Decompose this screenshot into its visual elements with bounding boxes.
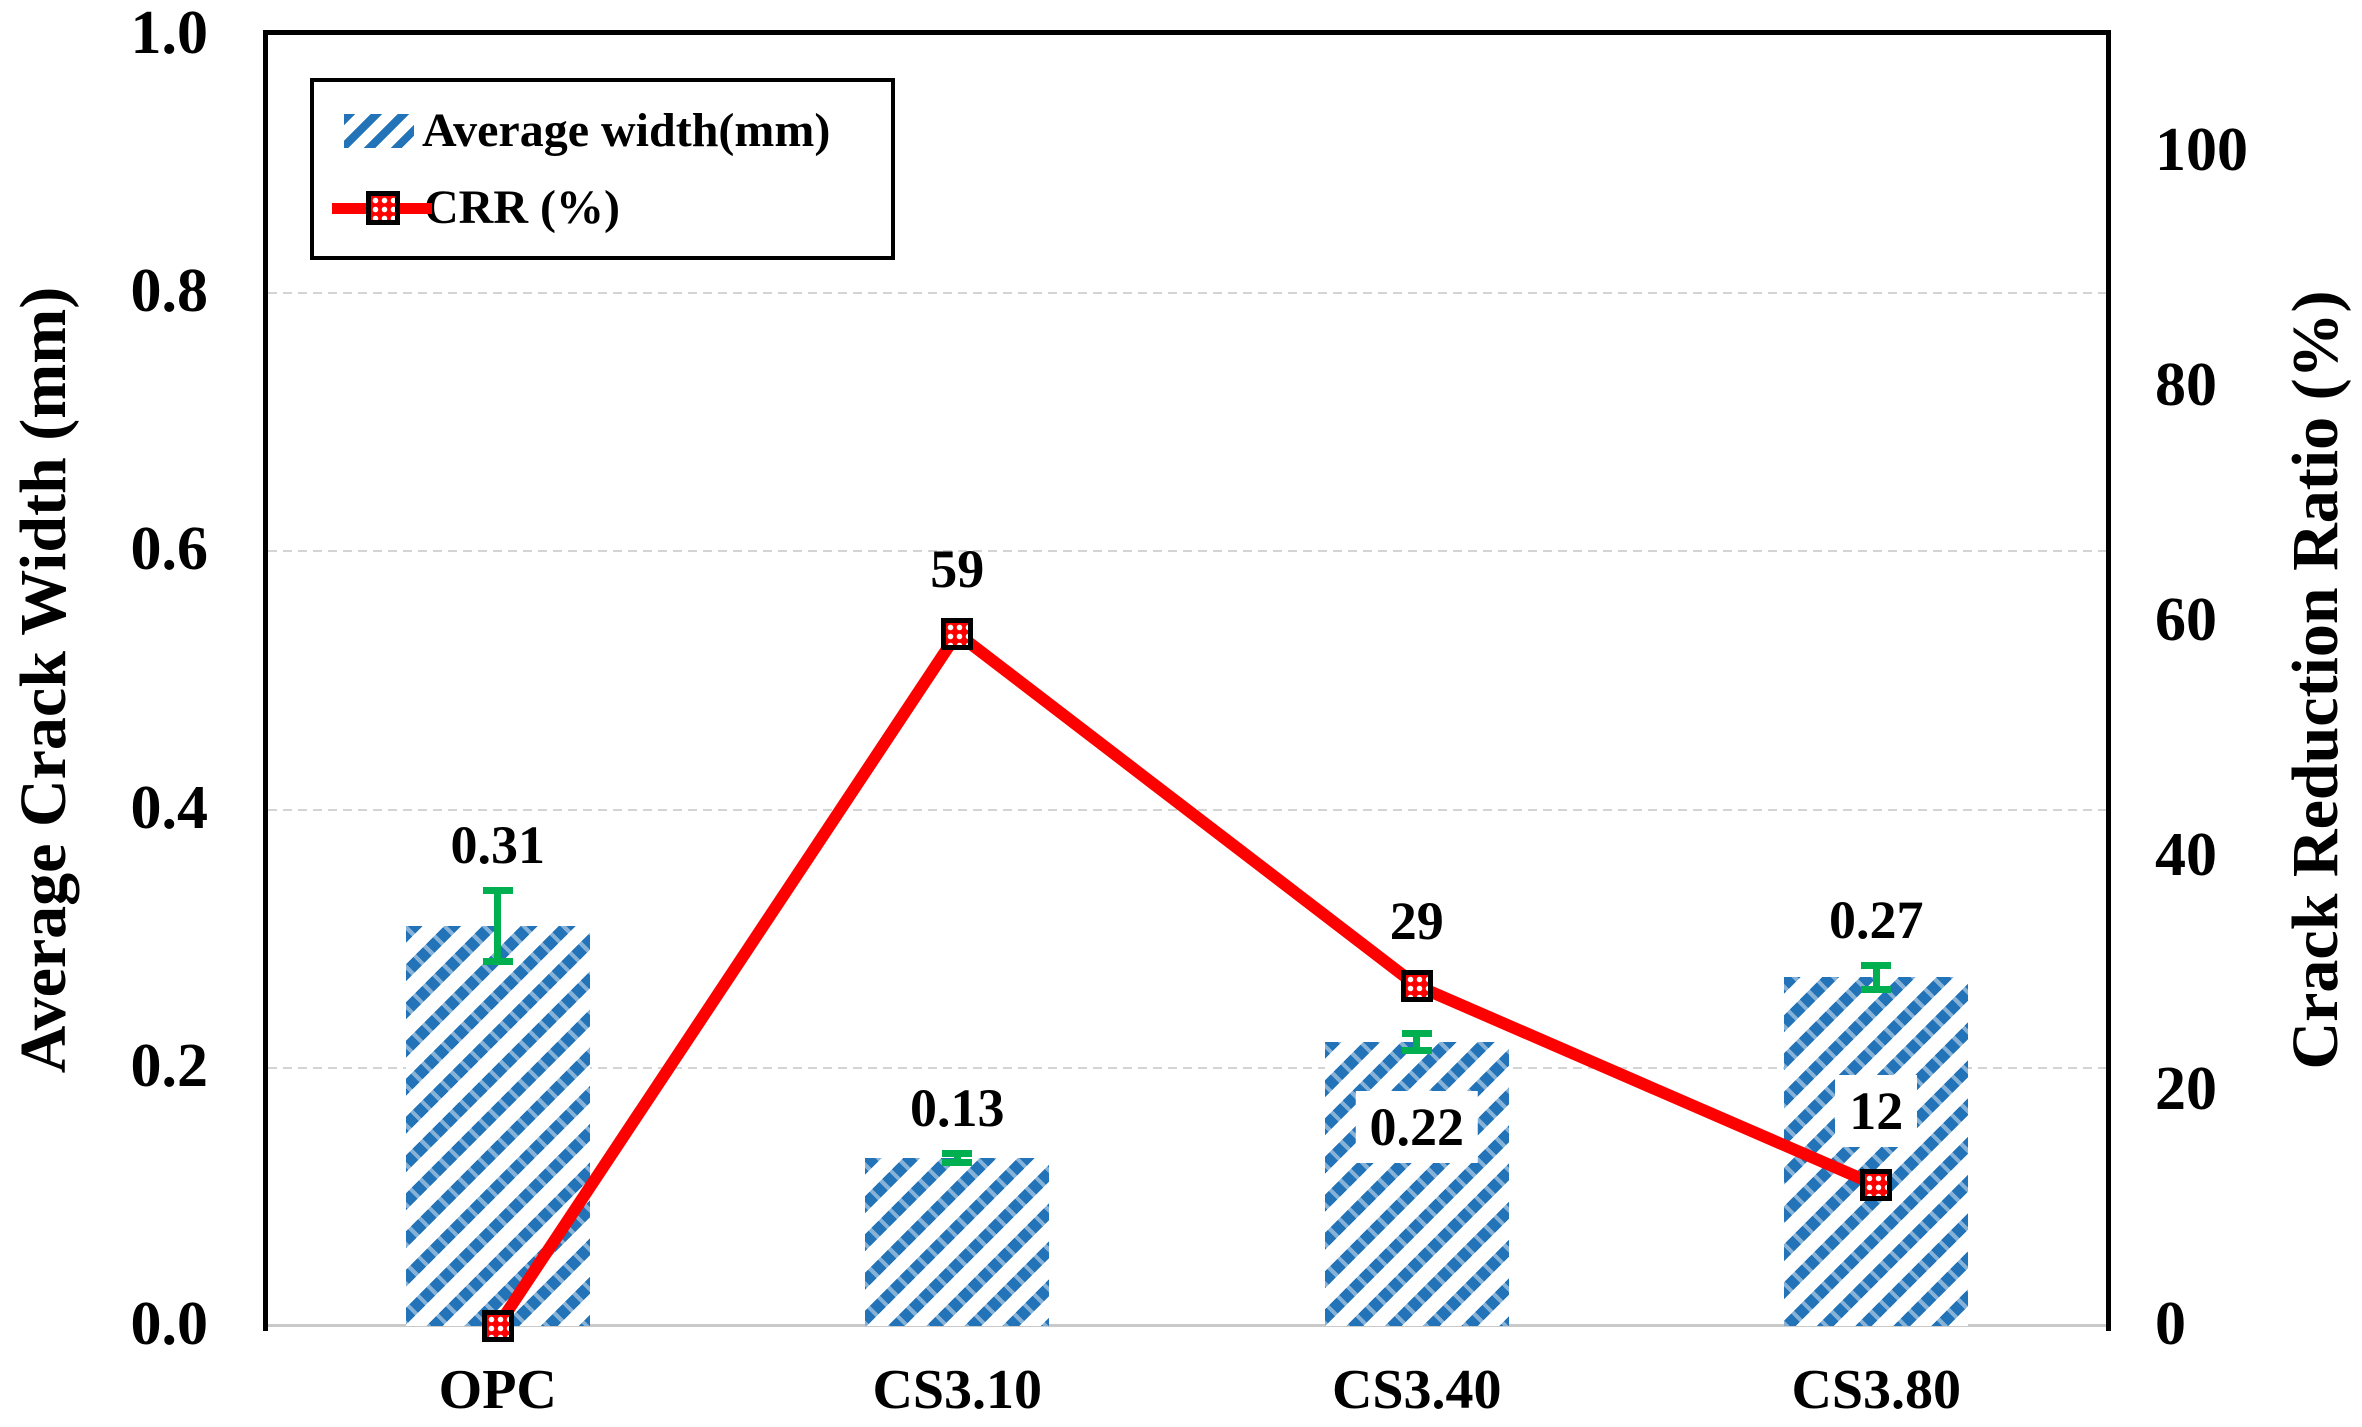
error-bar-stem [1413,1032,1421,1051]
error-bar-cap [482,886,513,894]
legend-item-average-width: Average width(mm) [344,103,891,158]
legend-label: CRR (%) [424,181,620,234]
left-axis-tick-label: 0.2 [130,1031,209,1100]
bar [1784,977,1969,1326]
gridline [268,1066,2106,1069]
bar-hatch-swatch-icon [344,113,414,148]
error-bar-cap [942,1150,973,1157]
bar [1324,1041,1509,1326]
error-bar-stem [494,889,502,962]
category-label: CS3.40 [1331,1359,1502,1421]
plot-area-border [263,30,2111,1331]
error-bar-cap [1861,986,1892,994]
error-bar-cap [1861,961,1892,969]
error-bar-cap [1401,1047,1432,1055]
left-axis-tick-label: 0.4 [130,773,209,842]
right-axis-tick-label: 60 [2155,585,2217,654]
category-label: OPC [438,1359,557,1421]
gridline [268,550,2106,553]
line-marker [941,617,974,650]
bar [865,1158,1050,1326]
error-bar-cap [1401,1029,1432,1037]
bar-data-label: 0.22 [1355,1090,1478,1163]
gridline [268,292,2106,295]
category-label: CS3.80 [1791,1359,1962,1421]
line-marker [1400,969,1433,1002]
legend: Average width(mm) CRR (%) [310,78,895,260]
bar [405,925,590,1326]
bar-data-label: 0.13 [910,1078,1005,1138]
left-axis-tick-label: 0.6 [130,515,209,584]
bar-data-label: 0.31 [450,814,546,875]
line-marker [1860,1169,1893,1202]
left-axis-tick-label: 0.0 [130,1290,209,1359]
bar-data-label: 0.27 [1829,889,1924,950]
left-axis-tick-label: 0.8 [130,257,209,326]
right-axis-tick-label: 100 [2155,116,2248,185]
line-data-label: 29 [1389,890,1444,951]
right-axis-tick-label: 40 [2155,820,2217,889]
right-axis-tick-label: 80 [2155,351,2217,420]
line-marker [481,1310,514,1342]
line-data-label: 12 [1835,1075,1918,1148]
right-axis-tick-label: 0 [2155,1290,2186,1359]
right-axis-tick-label: 20 [2155,1055,2217,1124]
left-axis-tick-label: 1.0 [130,0,209,68]
legend-item-crr: CRR (%) [332,180,891,235]
category-label: CS3.10 [872,1359,1043,1421]
x-axis-line [268,1324,2106,1327]
line-marker-swatch-icon [332,190,432,226]
error-bar-cap [942,1159,973,1167]
line-data-label: 59 [930,538,985,599]
legend-label: Average width(mm) [422,104,831,157]
error-bar-stem [1872,964,1880,991]
error-bar-cap [482,957,513,965]
error-bar-stem [953,1153,961,1164]
